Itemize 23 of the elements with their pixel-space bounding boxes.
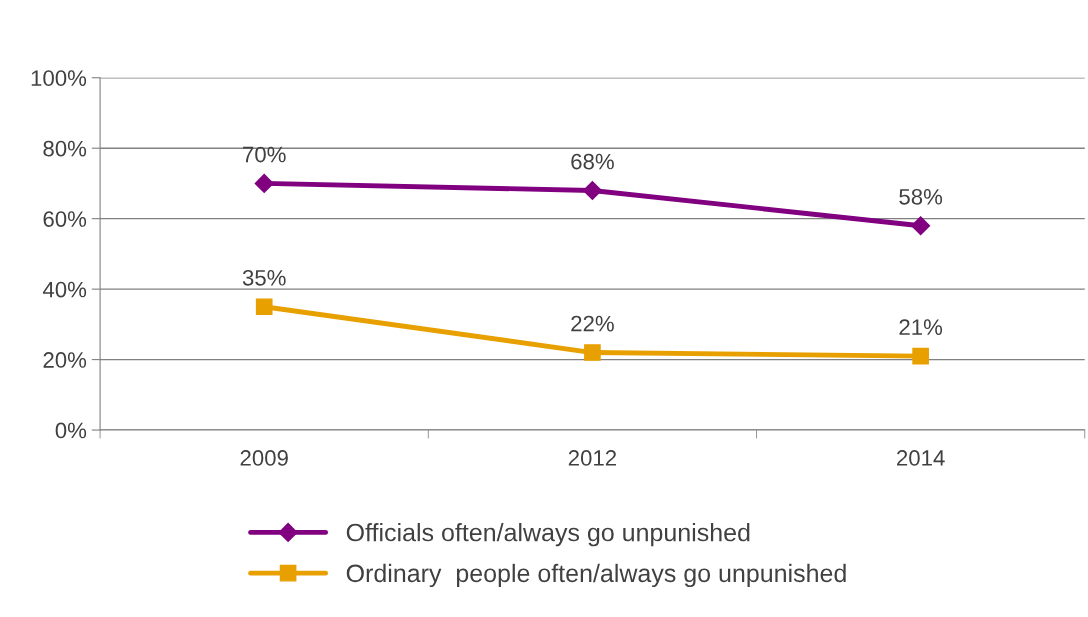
point (584, 344, 601, 361)
y-tick-label: 80% (43, 140, 87, 157)
x-tick-label: 2012 (568, 450, 617, 466)
data-label: 35% (242, 269, 286, 286)
data-label: 22% (571, 315, 614, 332)
data-label: 70% (243, 146, 286, 163)
legend-label: Ordinary people often/always go unpunished (346, 563, 846, 588)
point (255, 298, 273, 316)
point (582, 180, 602, 201)
y-tick-label: 0% (55, 422, 87, 439)
data-label: 58% (899, 188, 943, 205)
y-tick-label: 60% (43, 211, 87, 227)
data-label: 21% (899, 319, 943, 335)
legend-label: Officials often/always go unpunished (346, 523, 750, 547)
y-tick-label: 40% (42, 281, 87, 298)
point (254, 173, 274, 193)
x-tick-label: 2014 (897, 450, 945, 466)
point (912, 347, 929, 365)
point (911, 216, 931, 236)
data-label: 68% (571, 153, 614, 170)
y-tick-label: 100% (31, 70, 87, 87)
x-tick-label: 2009 (240, 450, 288, 466)
y-tick-label: 20% (43, 352, 87, 368)
